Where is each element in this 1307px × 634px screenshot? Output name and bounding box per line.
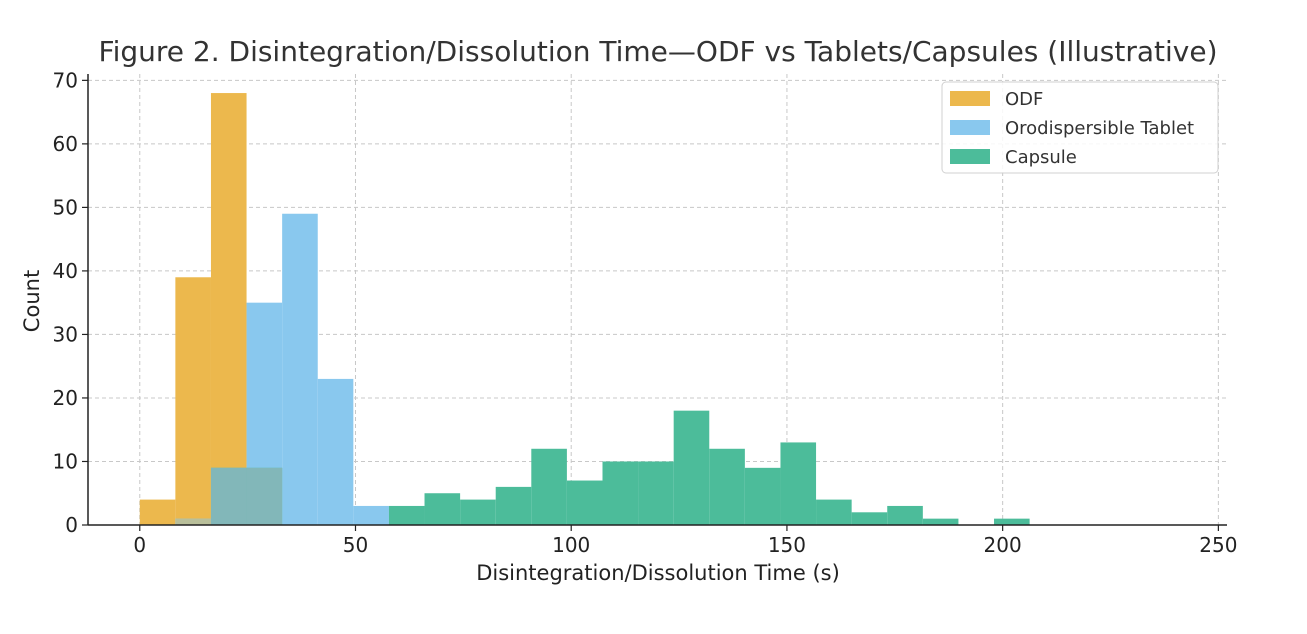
x-axis-label: Disintegration/Dissolution Time (s) [476,561,840,585]
histogram-bar-overlap [210,467,247,525]
histogram-bar [994,518,1030,525]
histogram-bar [887,505,923,525]
histogram-bar [851,512,888,525]
legend-label: Capsule [1005,147,1077,168]
histogram-bar [175,277,211,525]
x-tick-label: 200 [984,533,1022,557]
histogram-bar [353,505,389,525]
histogram-bar-overlap [175,518,211,525]
histogram-bar [673,410,710,525]
x-tick-label: 50 [343,533,368,557]
histogram-bar [460,499,496,525]
histogram-bar [922,518,959,525]
x-tick-label: 250 [1199,533,1237,557]
histogram-bar [424,493,461,525]
histogram-bar [602,461,639,525]
y-tick-label: 60 [53,132,78,156]
legend-label: Orodispersible Tablet [1005,118,1194,139]
histogram-bar [566,480,603,525]
legend-item: ODF [950,89,1043,110]
x-tick-label: 150 [768,533,806,557]
legend-swatch [950,91,990,106]
y-ticks: 0 10 20 30 40 50 60 70 [53,68,88,537]
bars [139,93,1030,526]
legend-swatch [950,120,990,135]
legend: ODF Orodispersible Tablet Capsule [941,81,1219,174]
histogram-bar [139,499,176,525]
y-tick-label: 0 [65,513,78,537]
legend-frame [941,81,1219,174]
histogram-bar [210,93,247,525]
y-tick-label: 30 [53,322,78,346]
chart-title: Figure 2. Disintegration/Dissolution Tim… [99,35,1218,68]
series-odf [139,93,247,525]
y-tick-label: 20 [53,386,78,410]
y-axis-label: Count [20,270,44,332]
histogram-bar [780,442,817,525]
histogram-bar [709,448,745,525]
histogram-bar [317,378,354,525]
legend-swatch [950,149,990,164]
histogram-bar [638,461,674,525]
histogram-bar [388,505,425,525]
legend-item: Capsule [950,147,1077,168]
x-ticks: 0 50 100 150 200 250 [133,525,1237,557]
histogram-bar [282,213,318,526]
axes [87,74,1227,526]
histogram-bar [531,448,567,525]
legend-item: Orodispersible Tablet [950,118,1194,139]
histogram-bar-overlap [246,467,283,525]
y-tick-label: 50 [53,195,78,219]
histogram-bar [816,499,852,525]
histogram-bar [744,467,781,525]
y-tick-label: 40 [53,259,78,283]
legend-label: ODF [1005,89,1043,110]
histogram-bar [495,486,532,525]
y-tick-label: 10 [53,449,78,473]
x-tick-label: 0 [133,533,146,557]
x-tick-label: 100 [552,533,590,557]
y-tick-label: 70 [53,68,78,92]
